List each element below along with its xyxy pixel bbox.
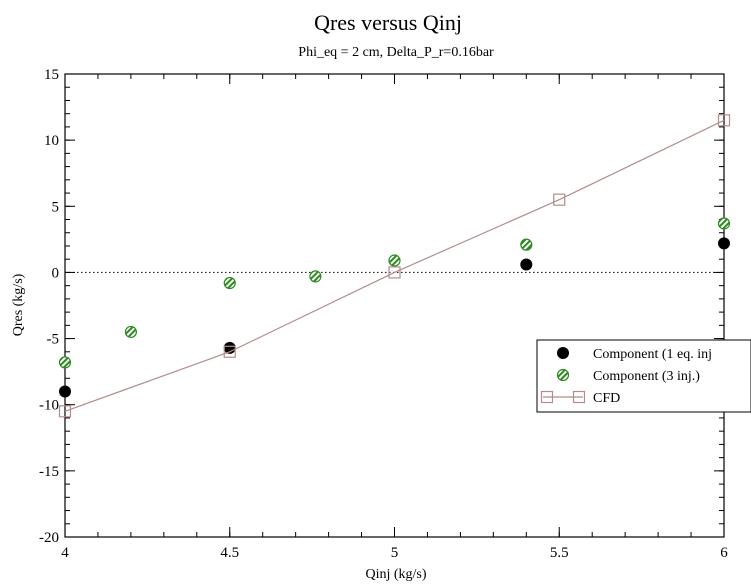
legend-label: Component (1 eq. inj — [593, 347, 712, 362]
y-tick-label: -10 — [39, 398, 59, 414]
y-tick-label: -20 — [39, 530, 59, 546]
series-3 — [58, 114, 731, 418]
data-point — [58, 405, 72, 418]
y-tick-label: -15 — [39, 464, 59, 480]
legend-item-3: CFD — [540, 390, 620, 406]
x-tick-label: 4 — [61, 545, 69, 561]
y-tick-label: 5 — [52, 199, 60, 215]
data-point — [124, 325, 137, 339]
y-tick-label: -5 — [47, 332, 60, 348]
series-2 — [58, 217, 731, 369]
legend-label: CFD — [593, 391, 620, 406]
x-axis-label: Qinj (kg/s) — [365, 567, 426, 582]
legend: Component (1 eq. inj Component (3 inj.) CF… — [536, 339, 751, 413]
y-tick-label: 15 — [44, 67, 59, 83]
y-axis-label: Qres (kg/s) — [11, 273, 26, 336]
legend-marker — [540, 390, 554, 404]
data-point — [388, 266, 401, 279]
data-point — [58, 356, 72, 369]
legend-item-2: Component (3 inj.) — [556, 368, 700, 384]
legend-box — [536, 339, 751, 413]
chart-title: Qres versus Qinj — [314, 10, 462, 35]
data-point — [717, 114, 731, 127]
legend-marker — [572, 390, 586, 404]
legend-marker — [556, 368, 570, 382]
x-tick-label: 4.5 — [220, 545, 239, 561]
chart-subtitle: Phi_eq = 2 cm, Delta_P_r=0.16bar — [298, 45, 494, 60]
plot-area: 4 4.5 5 5.5 6 15 10 5 0 -5 -10 -15 -20 — [39, 67, 731, 561]
data-point — [309, 270, 322, 283]
legend-label: Component (3 inj.) — [593, 369, 700, 384]
plot-frame — [64, 73, 725, 538]
legend-marker — [557, 347, 569, 359]
x-tick-label: 5.5 — [550, 545, 569, 561]
data-point — [718, 237, 730, 250]
x-tick-label: 5 — [391, 545, 399, 561]
data-point — [59, 385, 71, 398]
legend-item-1: Component (1 eq. inj — [557, 347, 712, 362]
data-point — [388, 254, 401, 267]
data-point — [520, 238, 533, 251]
x-tick-label: 6 — [720, 545, 728, 561]
data-point — [223, 276, 236, 290]
data-point — [717, 217, 731, 230]
data-point — [520, 258, 533, 271]
data-point — [553, 193, 566, 206]
y-tick-label: 10 — [44, 133, 59, 149]
series-line-cfd — [64, 119, 725, 412]
data-point — [223, 345, 236, 358]
y-tick-label: 0 — [52, 265, 60, 281]
series-1 — [59, 237, 730, 398]
